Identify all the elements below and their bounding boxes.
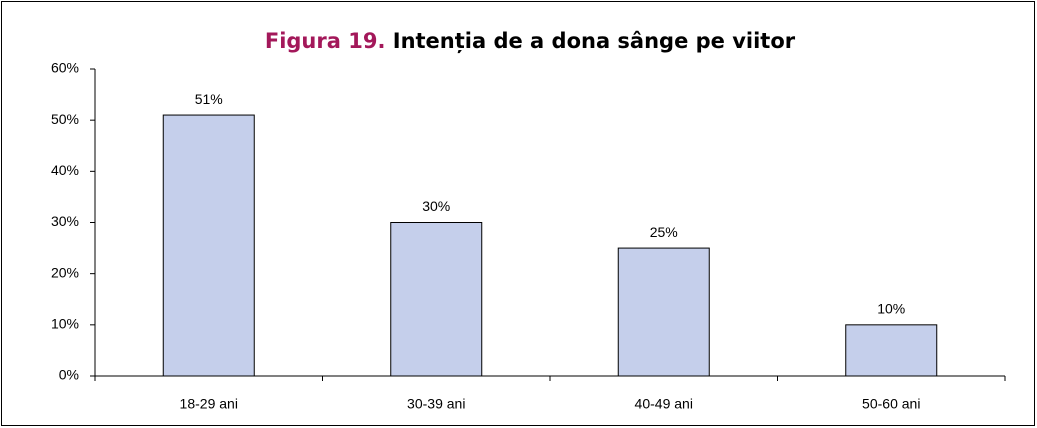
y-tick-label: 20% xyxy=(51,264,79,280)
bar xyxy=(845,324,938,377)
data-label: 30% xyxy=(422,198,450,214)
chart-title: Figura 19. Intenția de a dona sânge pe v… xyxy=(265,29,796,54)
x-tick-label: 50-60 ani xyxy=(862,396,920,412)
x-tick-label: 30-39 ani xyxy=(407,396,465,412)
data-label: 51% xyxy=(195,91,223,107)
y-tick-label: 60% xyxy=(51,60,79,76)
data-label: 10% xyxy=(877,301,905,317)
title-text: Intenția de a dona sânge pe viitor xyxy=(393,29,796,54)
title-prefix: Figura 19. xyxy=(265,29,386,53)
bar xyxy=(390,222,483,377)
x-tick-label: 40-49 ani xyxy=(635,396,693,412)
x-tick-label: 18-29 ani xyxy=(180,396,238,412)
bar xyxy=(162,114,255,377)
y-tick-label: 40% xyxy=(51,162,79,178)
y-tick-label: 30% xyxy=(51,213,79,229)
data-label: 25% xyxy=(650,224,678,240)
y-tick-label: 0% xyxy=(59,367,79,383)
y-tick-label: 10% xyxy=(51,316,79,332)
bar xyxy=(617,247,710,377)
y-tick-label: 50% xyxy=(51,111,79,127)
